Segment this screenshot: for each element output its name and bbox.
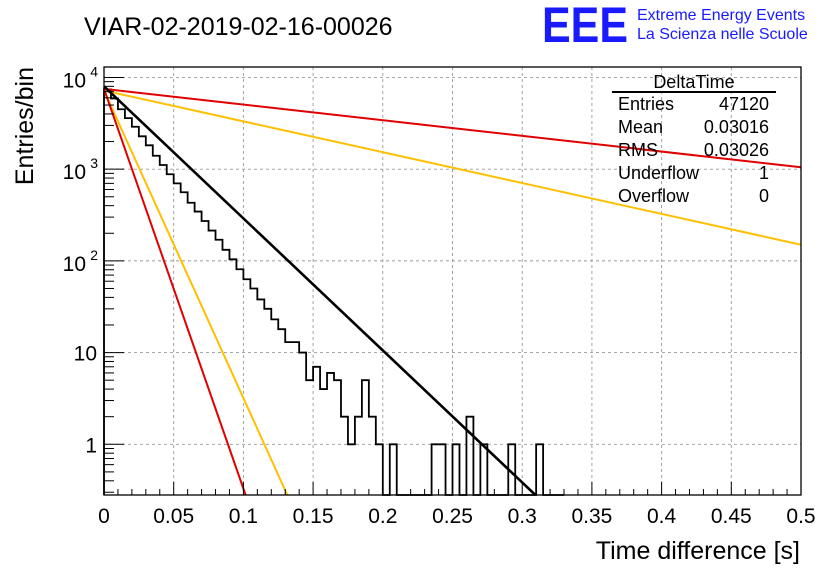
y-tick-label: 1 <box>85 434 97 457</box>
logo-line-2: La Scienza nelle Scuole <box>637 26 808 43</box>
fit-line <box>103 89 802 246</box>
fit-curves <box>103 85 802 496</box>
x-tick-label: 0.3 <box>508 505 537 528</box>
x-tick-label: 0.05 <box>153 505 194 528</box>
grid-lines <box>104 67 801 495</box>
y-tick-label: 10 <box>63 253 86 276</box>
x-tick-label: 0.35 <box>571 505 612 528</box>
stats-label: Mean <box>618 117 663 137</box>
fit-line <box>103 88 247 496</box>
x-tick-label: 0.15 <box>293 505 334 528</box>
stats-box: DeltaTime Entries 47120 Mean 0.03016 RMS… <box>612 72 776 206</box>
y-tick-label: 10 <box>63 161 86 184</box>
stats-label: Underflow <box>618 163 700 183</box>
histogram-steps <box>103 88 565 496</box>
fit-line <box>103 87 802 169</box>
y-tick-label: 10 <box>63 69 86 92</box>
y-axis-label: Entries/bin <box>11 67 39 185</box>
y-tick-label: 10 <box>74 343 97 366</box>
fit-line <box>103 90 289 496</box>
x-tick-label: 0.4 <box>647 505 677 528</box>
x-tick-label: 0.1 <box>229 505 258 528</box>
x-tick-label: 0.2 <box>368 505 397 528</box>
x-tick-label: 0 <box>98 505 110 528</box>
stats-title: DeltaTime <box>653 72 734 92</box>
stats-value: 0 <box>759 186 769 206</box>
logo-line-1: Extreme Energy Events <box>637 7 805 24</box>
stats-value: 0.03026 <box>704 140 769 160</box>
y-tick-exponent: 4 <box>90 63 98 79</box>
x-axis: 0 0.05 0.1 0.15 0.2 0.25 0.3 0.35 0.4 0.45 0.5 <box>98 482 816 528</box>
stats-value: 1 <box>759 163 769 183</box>
x-tick-label: 0.25 <box>432 505 473 528</box>
y-tick-exponent: 2 <box>90 247 98 263</box>
fit-line <box>103 85 537 496</box>
chart-title: VIAR-02-2019-02-16-00026 <box>84 13 393 41</box>
x-tick-label: 0.5 <box>786 505 815 528</box>
y-tick-exponent: 3 <box>90 155 98 171</box>
x-axis-label: Time difference [s] <box>596 537 800 565</box>
stats-label: Overflow <box>618 186 690 206</box>
stats-value: 47120 <box>719 94 769 114</box>
plot-frame <box>103 66 802 496</box>
stats-label: RMS <box>618 140 658 160</box>
stats-label: Entries <box>618 94 674 114</box>
stats-value: 0.03016 <box>704 117 769 137</box>
x-tick-label: 0.45 <box>711 505 752 528</box>
eee-logo: EEE <box>542 0 628 53</box>
